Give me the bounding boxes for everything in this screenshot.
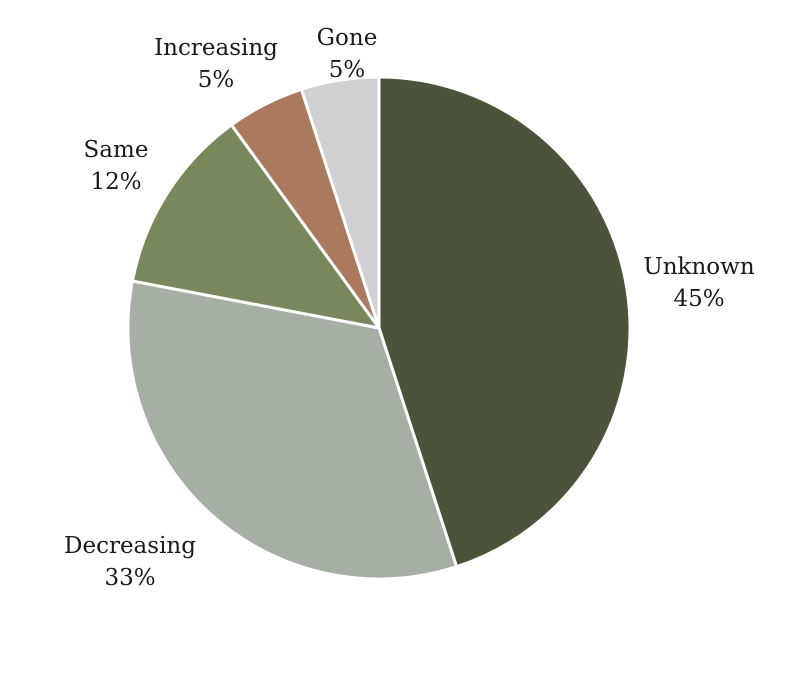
slice-unknown bbox=[377, 75, 632, 569]
slice-same bbox=[130, 123, 381, 330]
slice-label-percent: 45% bbox=[673, 286, 724, 312]
slice-decreasing bbox=[126, 279, 459, 581]
slice-label-name: Gone bbox=[317, 25, 378, 51]
slice-label-gone: Gone 5% bbox=[317, 25, 378, 83]
slice-label-name: Increasing bbox=[154, 35, 278, 61]
slice-label-percent: 5% bbox=[198, 67, 235, 93]
slice-label-name: Same bbox=[84, 137, 149, 163]
slice-label-name: Decreasing bbox=[64, 533, 196, 559]
slice-label-percent: 5% bbox=[329, 57, 366, 83]
pie-slices bbox=[126, 75, 632, 581]
slice-label-unknown: Unknown 45% bbox=[643, 254, 754, 312]
slice-label-increasing: Increasing 5% bbox=[154, 35, 278, 93]
slice-label-percent: 33% bbox=[104, 565, 155, 591]
slice-label-name: Unknown bbox=[643, 254, 754, 280]
slice-label-percent: 12% bbox=[90, 169, 141, 195]
slice-labels: Unknown 45% Decreasing 33% Same 12% Increasing… bbox=[64, 25, 755, 591]
slice-label-decreasing: Decreasing 33% bbox=[64, 533, 196, 591]
slice-label-same: Same 12% bbox=[84, 137, 149, 195]
slice-gone bbox=[299, 75, 381, 330]
